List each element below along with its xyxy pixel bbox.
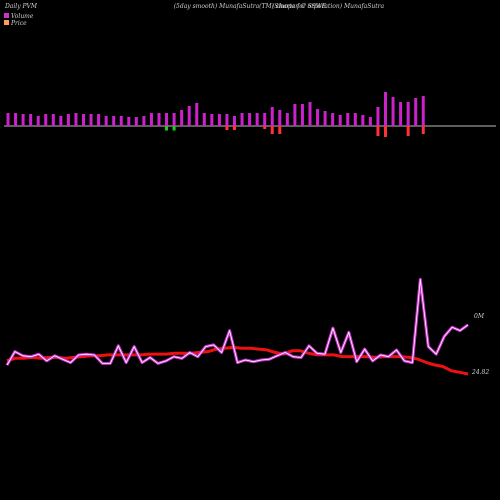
volume-bar (74, 113, 78, 126)
volume-bar (406, 102, 410, 126)
volume-bar (285, 113, 289, 126)
volume-bar (6, 113, 10, 126)
volume-line (5, 277, 469, 366)
volume-bar (331, 113, 335, 126)
volume-bar (248, 113, 252, 126)
volume-bar (195, 103, 199, 126)
legend-volume-label: Volume (11, 13, 34, 20)
header-right: (Sinopan C orporation) MunafaSutra (272, 3, 384, 10)
volume-bar (44, 114, 48, 126)
volume-bar (142, 116, 146, 126)
volume-bar (36, 116, 40, 126)
volume-bar (187, 106, 191, 126)
volume-bars (6, 92, 425, 137)
pvm-lines (5, 277, 469, 376)
volume-bar-down (406, 126, 410, 136)
volume-bar (165, 113, 169, 126)
volume-bar (270, 107, 274, 126)
volume-bar (29, 114, 33, 126)
volume-bar (97, 114, 101, 126)
volume-bar-down (263, 126, 267, 129)
header-left: Daily PVM (4, 3, 38, 10)
volume-right-label: 0M (474, 313, 485, 320)
volume-bar (14, 113, 18, 126)
volume-bar (172, 113, 176, 126)
volume-bar (316, 109, 320, 126)
volume-bar (82, 114, 85, 126)
volume-bar (51, 114, 55, 126)
volume-bar (368, 117, 372, 126)
volume-bar (391, 97, 395, 126)
legend-swatch-price (4, 20, 9, 25)
volume-bar (361, 115, 365, 126)
volume-bar (278, 110, 282, 126)
volume-bar (202, 113, 206, 126)
volume-bar (225, 114, 229, 126)
price-right-label: 24.82 (471, 369, 489, 376)
volume-bar (134, 117, 138, 126)
volume-bar (376, 107, 380, 126)
volume-bar (112, 116, 116, 126)
volume-bar-down (225, 126, 229, 130)
volume-bar-down (270, 126, 274, 134)
volume-bar (89, 114, 93, 126)
volume-bar (240, 113, 244, 126)
volume-bar (346, 113, 350, 126)
volume-bar (353, 113, 357, 126)
volume-bar (104, 116, 108, 126)
volume-bar-down (384, 126, 387, 137)
legend: Volume Price (4, 13, 34, 27)
volume-bar (210, 114, 214, 126)
legend-price-label: Price (10, 20, 27, 27)
volume-bar-down (421, 126, 425, 134)
volume-bar-down (278, 126, 282, 134)
legend-swatch-volume (4, 13, 9, 18)
volume-bar (180, 110, 184, 126)
volume-bar (421, 96, 425, 126)
volume-bar (59, 116, 63, 126)
volume-bar (263, 113, 267, 126)
volume-bar (255, 113, 259, 126)
volume-bar (323, 111, 327, 126)
volume-bar (293, 104, 297, 126)
volume-bar (127, 117, 131, 126)
volume-line-core (6, 278, 469, 366)
volume-bar (233, 116, 236, 126)
volume-bar (217, 114, 221, 126)
volume-bar (66, 114, 70, 126)
volume-bar (300, 104, 304, 126)
volume-bar-down (172, 126, 176, 131)
volume-bar (157, 113, 161, 126)
volume-bar (21, 114, 25, 126)
volume-bar (338, 115, 342, 126)
volume-bar (414, 98, 418, 126)
price-line (6, 345, 469, 376)
volume-bar-down (165, 126, 169, 131)
volume-bar (119, 116, 123, 126)
volume-bar (384, 92, 387, 126)
volume-bar (149, 113, 153, 126)
volume-bar (308, 102, 312, 126)
header-center: (5day smooth) MunafaSutra(TM) charts for… (174, 3, 327, 10)
volume-bar (399, 102, 403, 126)
volume-bar-down (376, 126, 380, 136)
volume-bar-down (233, 126, 236, 130)
